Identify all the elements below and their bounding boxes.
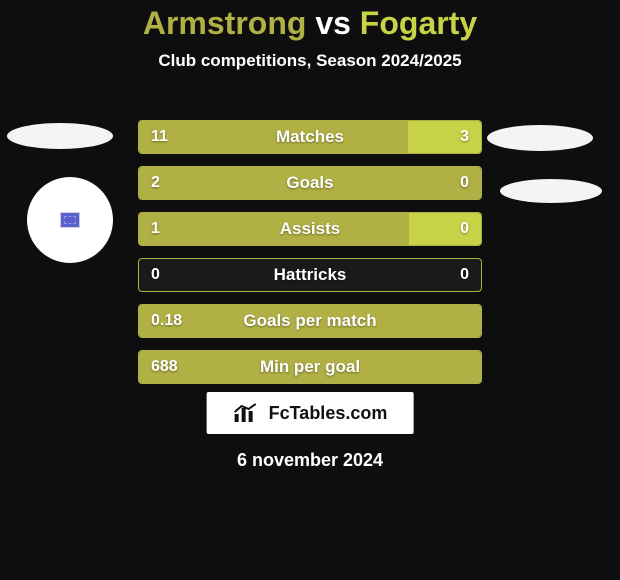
brand-text: FcTables.com [269,403,388,424]
stat-value-player1: 688 [151,358,178,376]
title-vs: vs [306,5,359,41]
player1-avatar-placeholder [7,123,113,149]
stat-value-player2: 0 [460,266,469,284]
title-player1: Armstrong [143,5,307,41]
club-badge-icon [60,212,80,228]
title-player2: Fogarty [360,5,477,41]
stat-label: Matches [139,127,481,147]
stat-row: Min per goal688 [138,350,482,384]
stat-value-player2: 0 [460,174,469,192]
stat-label: Goals [139,173,481,193]
brand-box: FcTables.com [207,392,414,434]
stat-label: Goals per match [139,311,481,331]
stat-row: Goals per match0.18 [138,304,482,338]
stat-rows: Matches113Goals20Assists10Hattricks00Goa… [138,120,482,384]
stat-row: Goals2 0 [138,166,482,200]
player2-avatar-placeholder [487,125,593,151]
player1-club-badge [27,177,113,263]
stat-row: Hattricks0 0 [138,258,482,292]
stat-label: Assists [139,219,481,239]
stat-label: Hattricks [139,265,481,285]
page-title: Armstrong vs Fogarty [0,0,620,41]
stat-row: Matches11 3 [138,120,482,154]
stat-value-player2: 0 [460,220,469,238]
stat-value-player1: 2 [151,174,160,192]
brand-chart-icon [233,402,261,424]
stat-value-player1: 11 [151,128,168,146]
subtitle: Club competitions, Season 2024/2025 [0,51,620,71]
stat-value-player1: 1 [151,220,160,238]
stat-value-player1: 0.18 [151,312,182,330]
stat-value-player2: 3 [460,128,469,146]
player2-avatar-placeholder-2 [500,179,602,203]
date-text: 6 november 2024 [0,450,620,471]
stat-label: Min per goal [139,357,481,377]
stat-value-player1: 0 [151,266,160,284]
stat-row: Assists1 0 [138,212,482,246]
